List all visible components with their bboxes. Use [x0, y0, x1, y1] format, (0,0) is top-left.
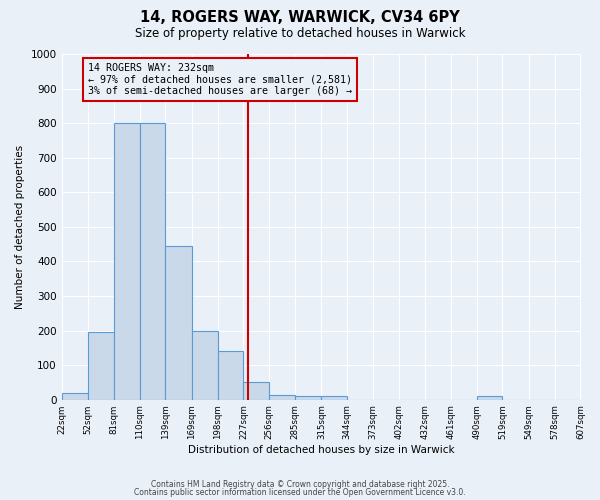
Bar — [88, 332, 114, 400]
Y-axis label: Number of detached properties: Number of detached properties — [15, 145, 25, 309]
Bar — [218, 352, 244, 400]
Bar — [166, 246, 192, 400]
Bar — [140, 123, 166, 400]
Bar — [62, 393, 88, 400]
Text: Size of property relative to detached houses in Warwick: Size of property relative to detached ho… — [135, 28, 465, 40]
Text: Contains public sector information licensed under the Open Government Licence v3: Contains public sector information licen… — [134, 488, 466, 497]
Text: 14, ROGERS WAY, WARWICK, CV34 6PY: 14, ROGERS WAY, WARWICK, CV34 6PY — [140, 10, 460, 25]
X-axis label: Distribution of detached houses by size in Warwick: Distribution of detached houses by size … — [188, 445, 454, 455]
Bar — [477, 396, 502, 400]
Text: Contains HM Land Registry data © Crown copyright and database right 2025.: Contains HM Land Registry data © Crown c… — [151, 480, 449, 489]
Bar — [244, 382, 269, 400]
Bar — [322, 396, 347, 400]
Bar — [192, 330, 218, 400]
Bar — [295, 396, 322, 400]
Bar — [114, 123, 140, 400]
Bar — [269, 394, 295, 400]
Text: 14 ROGERS WAY: 232sqm
← 97% of detached houses are smaller (2,581)
3% of semi-de: 14 ROGERS WAY: 232sqm ← 97% of detached … — [88, 62, 352, 96]
